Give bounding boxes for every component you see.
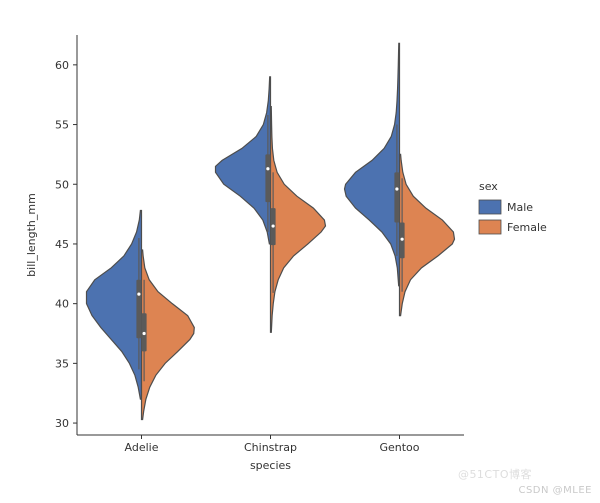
- legend-patch-male: [479, 200, 501, 214]
- violin-male-Chinstrap: [216, 77, 271, 244]
- svg-text:35: 35: [55, 357, 69, 370]
- violin-female-Chinstrap: [271, 107, 326, 333]
- svg-text:45: 45: [55, 238, 69, 251]
- svg-text:60: 60: [55, 59, 69, 72]
- svg-text:Adelie: Adelie: [125, 441, 159, 454]
- legend-patch-female: [479, 220, 501, 234]
- watermark-bottom: CSDN @MLEE: [518, 485, 592, 496]
- svg-text:Gentoo: Gentoo: [379, 441, 419, 454]
- legend-label-female: Female: [507, 221, 547, 234]
- svg-text:bill_length_mm: bill_length_mm: [25, 193, 38, 277]
- legend-title: sex: [479, 180, 498, 193]
- svg-text:30: 30: [55, 417, 69, 430]
- violin-chart: 30 35 40 45 50 55 60 bill_length_mm Adelie Chinst…: [0, 0, 600, 500]
- svg-text:Chinstrap: Chinstrap: [244, 441, 297, 454]
- violin-male-Adelie: [87, 211, 142, 400]
- svg-text:40: 40: [55, 298, 69, 311]
- svg-text:50: 50: [55, 178, 69, 191]
- watermark-top: @51CTO博客: [458, 466, 532, 482]
- legend-label-male: Male: [507, 201, 533, 214]
- svg-text:species: species: [250, 459, 291, 472]
- svg-text:55: 55: [55, 119, 69, 132]
- violin-female-Gentoo: [400, 154, 455, 315]
- violin-female-Adelie: [142, 250, 195, 420]
- violin-male-Gentoo: [345, 43, 400, 285]
